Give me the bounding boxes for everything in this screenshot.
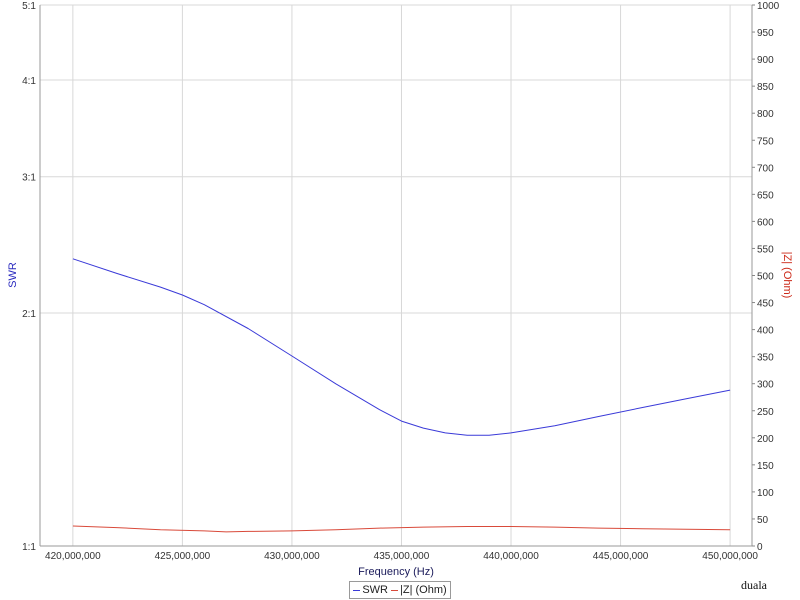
right-tick-label: 450 [757, 299, 774, 310]
right-tick-label: 400 [757, 326, 774, 337]
right-tick-label: 350 [757, 353, 774, 364]
right-tick-label: 950 [757, 28, 774, 39]
right-tick-label: 750 [757, 136, 774, 147]
x-tick-label: 450,000,000 [702, 551, 758, 562]
right-tick-label: 550 [757, 244, 774, 255]
right-tick-label: 50 [757, 515, 769, 526]
right-tick-label: 850 [757, 82, 774, 93]
left-axis-ticks: 1:1 2:1 3:1 4:1 5:1 [22, 1, 36, 553]
swr-swatch [353, 589, 361, 591]
legend-item-z: |Z| (Ohm) [391, 584, 447, 596]
right-tick-label: 600 [757, 217, 774, 228]
left-tick-label: 5:1 [22, 1, 36, 12]
right-tick-label: 250 [757, 407, 774, 418]
x-tick-label: 445,000,000 [593, 551, 649, 562]
x-tick-label: 440,000,000 [483, 551, 539, 562]
impedance-series-line [72, 525, 731, 533]
left-tick-label: 4:1 [22, 76, 36, 87]
right-tick-label: 500 [757, 272, 774, 283]
right-tick-label: 800 [757, 109, 774, 120]
right-tick-label: 900 [757, 55, 774, 66]
plot-background [40, 5, 752, 546]
series-lines [72, 258, 731, 533]
x-tick-label: 425,000,000 [155, 551, 211, 562]
right-axis-title: |Z| (Ohm) [781, 252, 793, 299]
x-axis-title: Frequency (Hz) [358, 566, 434, 578]
left-axis-title: SWR [7, 262, 19, 288]
right-tick-label: 650 [757, 190, 774, 201]
right-tick-label: 100 [757, 488, 774, 499]
chart-legend: SWR |Z| (Ohm) [349, 581, 451, 599]
legend-item-swr: SWR [353, 584, 388, 596]
x-tick-label: 420,000,000 [45, 551, 101, 562]
left-tick-label: 2:1 [22, 309, 36, 320]
z-swatch [391, 589, 398, 591]
legend-label-swr: SWR [362, 584, 388, 596]
left-tick-label: 1:1 [22, 542, 36, 553]
x-tick-label: 430,000,000 [264, 551, 320, 562]
right-axis-ticks: 0 50 100 150 200 250 300 350 400 450 500 550 600 650 7… [752, 1, 780, 553]
grid-lines [40, 4, 752, 547]
right-tick-label: 0 [757, 542, 763, 553]
right-tick-label: 300 [757, 380, 774, 391]
x-axis-ticks: 420,000,000 425,000,000 430,000,000 435,000… [45, 551, 758, 562]
legend-label-z: |Z| (Ohm) [400, 584, 447, 596]
swr-series-line [72, 258, 731, 436]
watermark-credit: duala [741, 578, 767, 592]
left-tick-label: 3:1 [22, 173, 36, 184]
right-tick-label: 1000 [757, 1, 780, 12]
x-tick-label: 435,000,000 [374, 551, 430, 562]
right-tick-label: 700 [757, 163, 774, 174]
right-tick-label: 200 [757, 434, 774, 445]
right-tick-label: 150 [757, 461, 774, 472]
